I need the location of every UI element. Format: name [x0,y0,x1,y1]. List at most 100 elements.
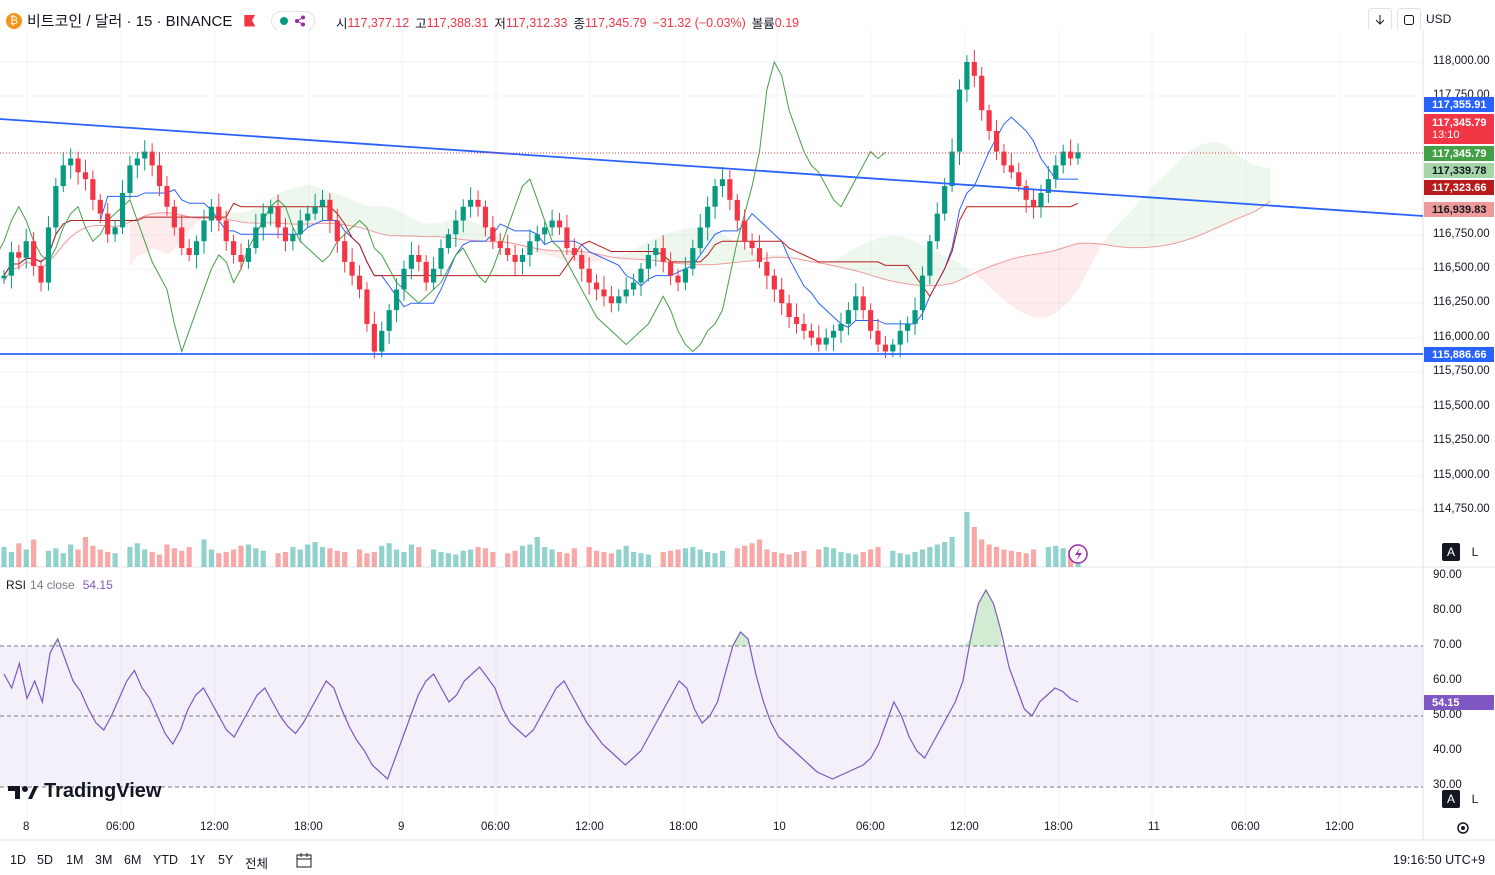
log-scale-button[interactable]: L [1471,545,1479,559]
candle-body [16,252,22,258]
time-axis-tick: 11 [1148,821,1160,833]
volume-bar [445,553,452,567]
rsi-legend[interactable]: RSI 14 close 54.15 [6,578,113,592]
fullscreen-button[interactable] [1397,8,1421,32]
price-label: 117,339.78 [1424,163,1494,178]
ichimoku-cloud-segment [522,245,530,251]
time-axis-tick: 18:00 [294,821,323,833]
candle-body [334,220,340,242]
candle-body [312,206,318,214]
symbol-title[interactable]: ₿ 비트코인 / 달러 · 15 · BINANCE [6,10,316,31]
price-axis-tick: 116,000.00 [1433,331,1490,343]
volume-bar [645,554,651,567]
rsi-log-scale-button[interactable]: L [1471,792,1479,806]
time-axis-tick: 12:00 [200,821,229,833]
volume-bar [734,548,740,567]
ichimoku-cloud-segment [159,212,167,255]
ichimoku-cloud-segment [426,223,434,237]
volume-bar [993,547,1000,567]
ichimoku-cloud-segment [166,212,175,255]
candle-body [905,323,911,331]
volume-bar [45,550,52,567]
candle-body [319,199,326,207]
candle-body [638,268,644,283]
ichimoku-legend[interactable]: 이치모쿠 9 26 52 26 117,355.91 117,323.66 117,… [6,39,446,56]
candle-body [823,337,829,345]
symbol-name[interactable]: 비트코인 / 달러 · 15 · BINANCE [27,13,233,30]
price-label: 117,345.79 13:10 [1424,114,1494,144]
candle-body [60,165,66,187]
ichimoku-cloud-segment [981,266,990,287]
trendline-descending[interactable] [0,118,1424,217]
volume-bar [319,547,326,567]
timeframe-5D[interactable]: 5D [37,853,53,867]
ichimoku-cloud-segment [174,213,182,250]
timeframe-3M[interactable]: 3M [95,853,113,867]
download-button[interactable] [1368,8,1392,32]
candle-body [386,310,392,331]
flag-icon[interactable] [244,14,256,27]
candle-body [275,206,281,228]
timeframe-6M[interactable]: 6M [124,853,142,867]
candle-body [793,317,800,324]
ichimoku-cloud-segment [885,235,893,282]
ichimoku-cloud-segment [685,227,693,265]
rsi-overbought-fill [993,604,1002,646]
candle-body [1001,151,1007,166]
ichimoku-cloud-segment [826,260,834,266]
volume-bar [630,552,637,567]
ichimoku-cloud-segment [529,247,538,253]
volume-bar [460,550,466,567]
price-axis-tick: 118,000.00 [1433,55,1490,67]
rsi-auto-scale-button[interactable]: A [1442,790,1460,808]
timeframe-YTD[interactable]: YTD [153,853,178,867]
timeframe-1M[interactable]: 1M [66,853,84,867]
candle-body [571,248,577,255]
volume-bar [986,544,992,567]
ichimoku-cloud-segment [1218,141,1227,227]
volume-bar [275,553,281,567]
timeframe-전체[interactable]: 전체 [245,857,269,871]
volume-bar [297,549,303,567]
timeframe-5Y[interactable]: 5Y [218,853,234,867]
volume-bar [853,554,859,567]
calendar-range-icon[interactable] [295,852,315,870]
price-label-text: 117,345.79 [1432,117,1487,129]
currency-select[interactable]: USD [1426,8,1490,30]
ichimoku-cloud-segment [1159,173,1167,247]
ohlc-key: 볼륨 [751,17,775,31]
ohlc-value: 117,312.33 [505,15,568,30]
timeframe-1Y[interactable]: 1Y [190,853,206,867]
ichimoku-cloud-segment [848,247,856,271]
ichimoku-cloud-segment [463,218,471,241]
ichimoku-cloud-segment [1137,195,1145,248]
tradingview-logo[interactable]: TradingView [8,780,161,803]
time-axis-tick: 18:00 [1044,821,1073,833]
lightning-icon[interactable] [1068,544,1088,564]
ichimoku-cloud-segment [1115,219,1123,248]
volume-bar [712,553,718,567]
auto-scale-button[interactable]: A [1442,543,1460,561]
volume-bar [660,552,666,567]
ichimoku-cloud-segment [152,212,160,251]
clock[interactable]: 19:16:50 UTC+9 [1393,853,1486,867]
ichimoku-cloud-segment [759,253,767,260]
ichimoku-cloud-segment [1226,145,1234,224]
gear-icon[interactable] [1455,820,1471,836]
volume-bar [179,550,185,567]
ohlc-value: −31.32 (−0.03%) [652,15,746,30]
arrow-down-icon [1375,15,1385,25]
volume-legend[interactable]: 볼륨 · BTC 0 [6,63,77,80]
rsi-overbought-fill [985,590,994,646]
ichimoku-cloud-segment [811,261,819,263]
volume-bar [156,554,163,567]
candle-body [379,330,385,352]
ohlc-key: 종 [573,17,585,31]
volume-bar [505,553,511,567]
collapse-legend-button[interactable] [4,85,30,105]
ichimoku-cloud-segment [544,249,553,257]
timeframe-1D[interactable]: 1D [10,853,26,867]
ohlc-value: 117,377.12 [347,15,410,30]
market-status-pill[interactable] [271,10,316,31]
candle-body [45,227,52,283]
